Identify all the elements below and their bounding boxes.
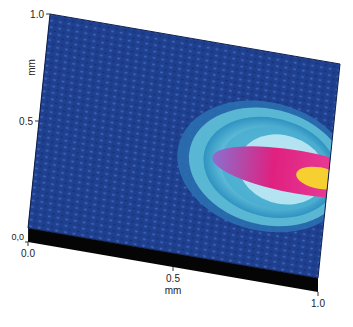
x-tick xyxy=(28,242,29,246)
x-axis-title: mm xyxy=(165,285,182,296)
crater-peak xyxy=(295,163,340,192)
figure: 0.00.51.0mm0.51.0mm0,0 xyxy=(0,0,353,327)
plane-frame xyxy=(28,14,340,278)
x-tick xyxy=(173,267,174,271)
z-tick-label: 0,0 xyxy=(11,232,24,242)
y-tick xyxy=(35,121,39,122)
y-tick-label: 1.0 xyxy=(30,9,44,20)
y-tick xyxy=(46,14,50,15)
x-tick-label: 1.0 xyxy=(311,298,325,309)
x-tick-label: 0.5 xyxy=(166,273,180,284)
y-axis-title: mm xyxy=(26,59,37,76)
crater-core xyxy=(210,136,340,209)
y-tick-label: 0.5 xyxy=(19,116,33,127)
x-tick xyxy=(318,292,319,296)
surface xyxy=(28,14,340,278)
z-tick xyxy=(25,242,28,243)
x-tick-label: 0.0 xyxy=(21,248,35,259)
